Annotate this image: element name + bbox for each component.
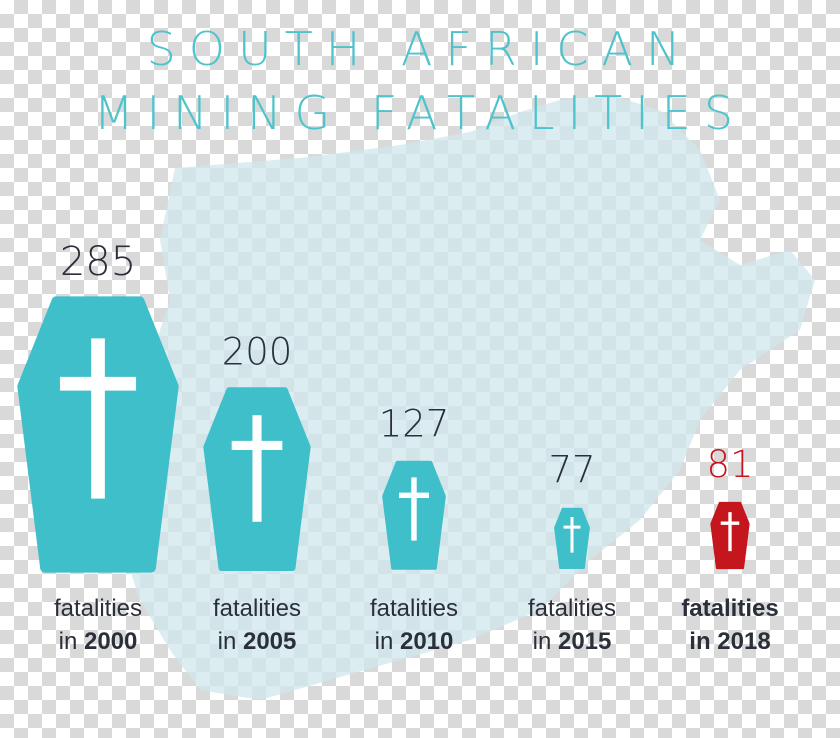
category-label-year: 2015 [557,628,612,655]
cross-icon [563,517,581,553]
category-label-prefix: in [532,628,552,655]
cross-icon [720,512,740,552]
category-label-year: 2005 [242,628,297,655]
coffin-mark-2018 [710,501,750,570]
category-label-year: 2000 [83,628,138,655]
cross-icon [398,477,430,541]
category-label-2000: fatalities in 2000 [13,592,183,658]
coffin-mark-2010 [382,460,446,570]
category-label-word: fatalities [53,595,143,622]
category-label-year-line: in 2005 [172,625,342,658]
category-label-prefix: in [217,628,237,655]
category-label-year-line: in 2000 [13,625,183,658]
category-label-word: fatalities [681,595,779,622]
chart-title-line-1: SOUTH AFRICAN [146,22,694,76]
coffin-mark-2015 [554,507,590,570]
value-label-2010: 127 [379,403,450,446]
category-label-year: 2018 [717,628,771,655]
category-label-2018: fatalities in 2018 [645,592,815,658]
coffin-mark-2005 [203,387,311,572]
category-label-year-line: in 2015 [487,625,657,658]
category-label-2005: fatalities in 2005 [172,592,342,658]
value-label-2018: 81 [706,443,753,486]
category-label-word: fatalities [212,595,302,622]
coffin-mark-2000 [17,296,179,573]
cross-icon [231,415,283,522]
category-label-prefix: in [689,628,711,655]
category-label-word: fatalities [369,595,459,622]
category-label-year: 2010 [399,628,454,655]
value-label-2015: 77 [548,449,595,492]
value-label-2005: 200 [222,330,293,373]
category-label-2010: fatalities in 2010 [329,592,499,658]
category-label-word: fatalities [527,595,617,622]
category-label-year-line: in 2010 [329,625,499,658]
category-label-prefix: in [58,628,78,655]
value-label-2000: 285 [60,239,136,285]
cross-icon [59,338,137,499]
category-label-prefix: in [374,628,394,655]
chart-title-line-2: MINING FATALITIES [93,86,747,140]
category-label-2015: fatalities in 2015 [487,592,657,658]
category-label-year-line: in 2018 [645,625,815,658]
